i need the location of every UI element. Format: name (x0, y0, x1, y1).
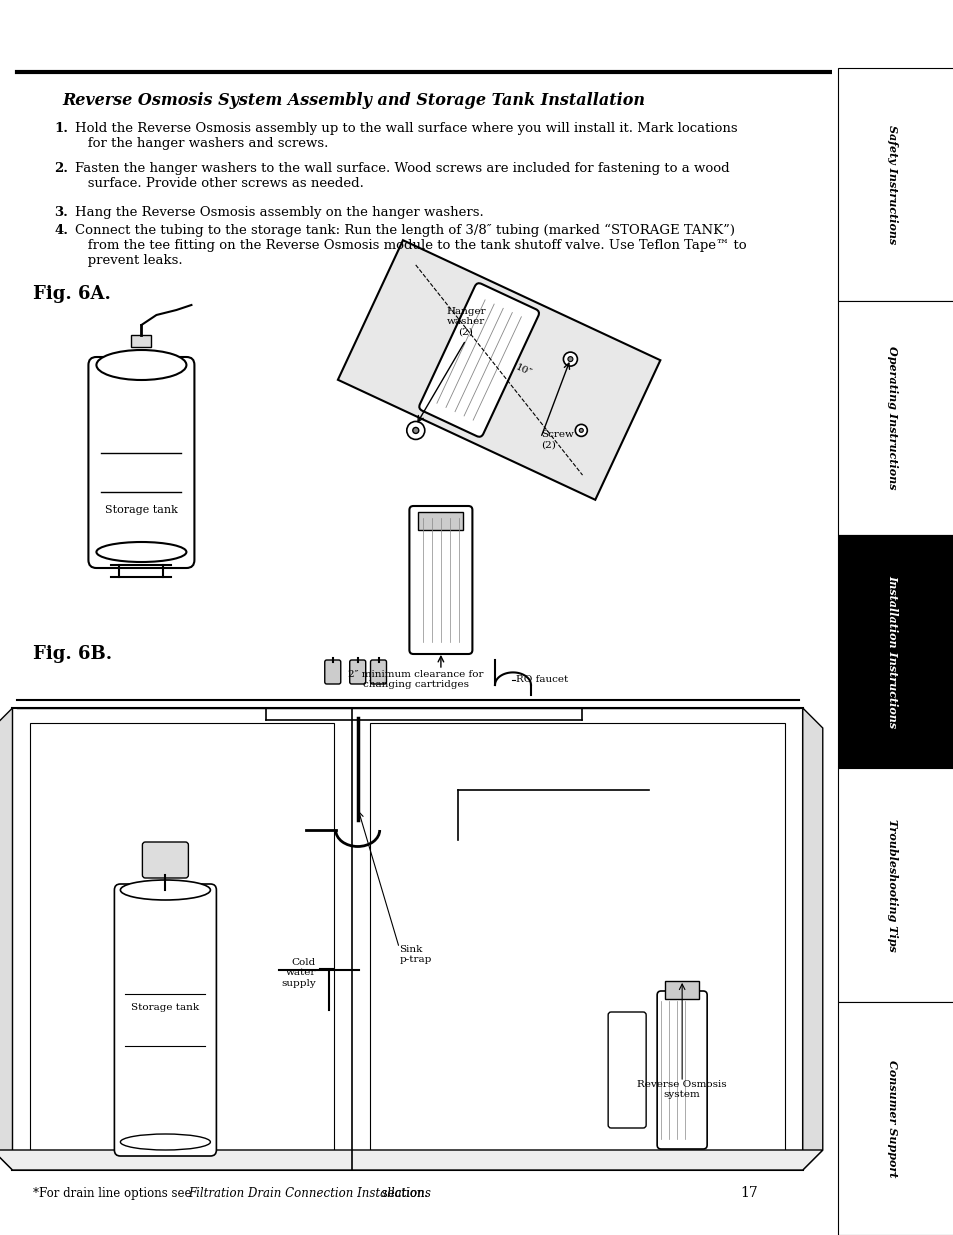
Polygon shape (801, 708, 821, 1170)
Text: 17: 17 (739, 1186, 757, 1200)
Ellipse shape (575, 425, 587, 436)
Bar (30, 722, 334, 1155)
Text: Cold
water
supply: Cold water supply (281, 958, 315, 988)
FancyBboxPatch shape (657, 990, 706, 1149)
Bar (664, 981, 699, 999)
Text: Screw
(2): Screw (2) (540, 430, 573, 450)
Text: Troubleshooting Tips: Troubleshooting Tips (886, 819, 898, 951)
Text: Filtration Drain Connection Installations: Filtration Drain Connection Installation… (188, 1187, 431, 1200)
Text: Fig. 6B.: Fig. 6B. (33, 645, 112, 663)
Ellipse shape (96, 350, 186, 380)
Bar (132, 335, 152, 347)
FancyBboxPatch shape (114, 884, 216, 1156)
Bar (418, 513, 463, 530)
FancyBboxPatch shape (350, 659, 365, 684)
Text: Fig. 6A.: Fig. 6A. (33, 285, 112, 303)
Bar (837, 535, 953, 768)
Ellipse shape (413, 427, 418, 433)
FancyBboxPatch shape (268, 722, 579, 761)
Polygon shape (0, 708, 12, 1170)
Text: 10″: 10″ (514, 362, 533, 378)
Text: 1.: 1. (54, 122, 68, 135)
Ellipse shape (567, 357, 573, 362)
Text: Operating Instructions: Operating Instructions (886, 346, 898, 490)
Text: 2″ minimum clearance for
changing cartridges: 2″ minimum clearance for changing cartri… (348, 671, 483, 689)
FancyBboxPatch shape (324, 659, 340, 684)
FancyBboxPatch shape (418, 283, 538, 437)
FancyBboxPatch shape (607, 1011, 645, 1128)
Text: Storage tank: Storage tank (105, 505, 177, 515)
Text: 4.: 4. (54, 224, 68, 237)
Text: Reverse Osmosis
system: Reverse Osmosis system (637, 1079, 726, 1099)
Text: Hanger
washer
(2): Hanger washer (2) (446, 308, 485, 337)
Text: section.: section. (378, 1187, 428, 1200)
Text: Hang the Reverse Osmosis assembly on the hanger washers.: Hang the Reverse Osmosis assembly on the… (74, 206, 483, 219)
Bar (837, 68, 953, 301)
Text: Consumer Support: Consumer Support (886, 1060, 898, 1177)
FancyBboxPatch shape (337, 240, 659, 500)
FancyBboxPatch shape (409, 506, 472, 655)
Bar (837, 1002, 953, 1235)
Text: Storage tank: Storage tank (132, 1003, 199, 1011)
Bar (370, 722, 784, 1155)
Bar (837, 768, 953, 1002)
FancyBboxPatch shape (142, 842, 188, 878)
Text: Installation Instructions: Installation Instructions (886, 576, 898, 727)
Text: Hold the Reverse Osmosis assembly up to the wall surface where you will install : Hold the Reverse Osmosis assembly up to … (74, 122, 737, 149)
Polygon shape (0, 1150, 821, 1170)
Ellipse shape (563, 352, 577, 366)
FancyBboxPatch shape (370, 659, 386, 684)
Text: Connect the tubing to the storage tank: Run the length of 3/8″ tubing (marked “S: Connect the tubing to the storage tank: … (74, 224, 745, 267)
Bar (12, 708, 801, 1170)
Ellipse shape (406, 421, 424, 440)
Ellipse shape (96, 542, 186, 562)
Text: Reverse Osmosis System Assembly and Storage Tank Installation: Reverse Osmosis System Assembly and Stor… (62, 91, 645, 109)
Ellipse shape (120, 1134, 211, 1150)
Text: 3.: 3. (54, 206, 68, 219)
FancyBboxPatch shape (89, 357, 194, 568)
Text: Sink
p-trap: Sink p-trap (399, 945, 431, 965)
Text: Safety Instructions: Safety Instructions (886, 125, 898, 245)
Text: RO faucet: RO faucet (516, 676, 567, 684)
Text: 2.: 2. (54, 162, 68, 175)
Ellipse shape (120, 881, 211, 900)
Text: Fasten the hanger washers to the wall surface. Wood screws are included for fast: Fasten the hanger washers to the wall su… (74, 162, 729, 190)
Ellipse shape (578, 429, 582, 432)
Text: *For drain line options see: *For drain line options see (33, 1187, 195, 1200)
Bar (837, 301, 953, 535)
